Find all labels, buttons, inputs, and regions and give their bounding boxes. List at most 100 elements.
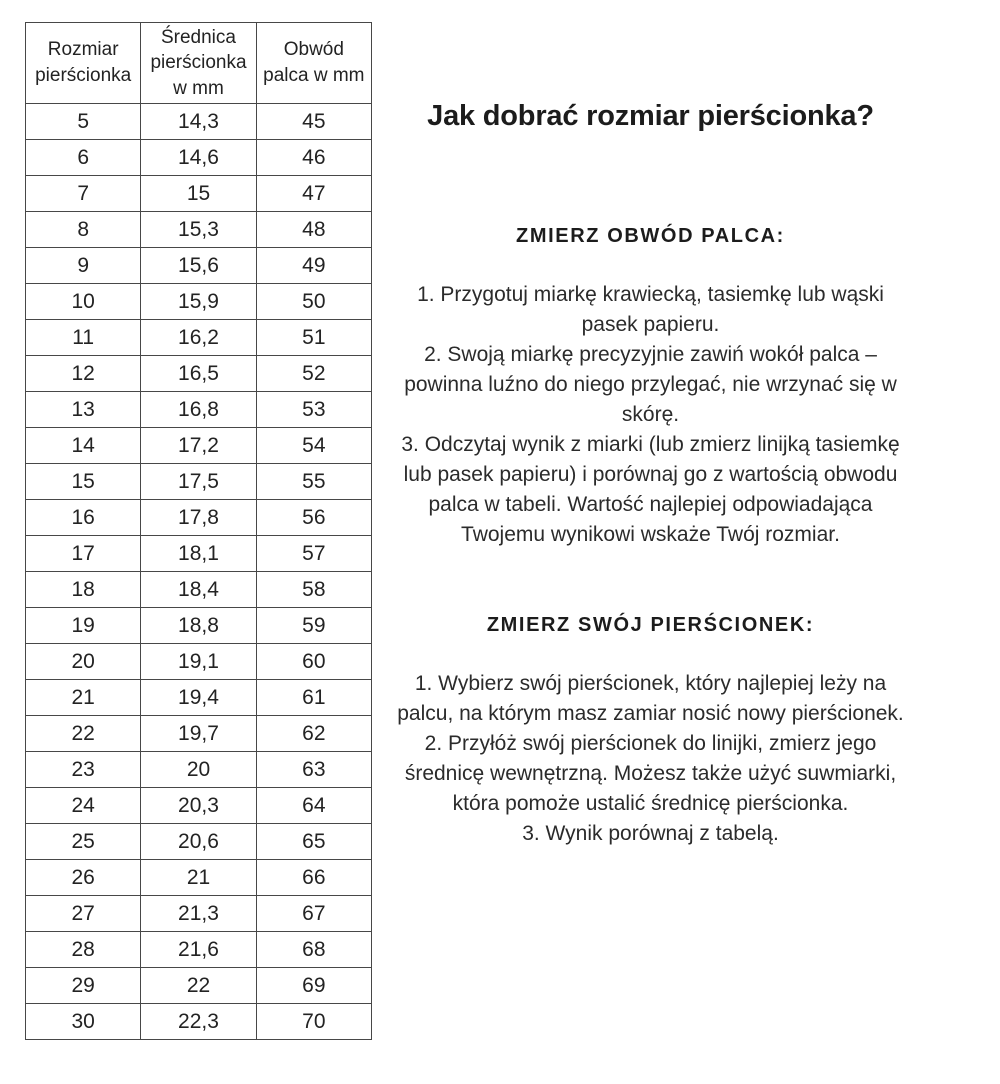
table-cell: 53 <box>255 391 373 428</box>
table-cell: 11 <box>24 319 142 356</box>
table-row: 22 19,7 62 <box>24 715 373 752</box>
table-cell: 19,1 <box>140 643 257 680</box>
table-cell: 6 <box>24 139 142 176</box>
table-cell: 14,3 <box>140 103 257 140</box>
table-cell: 20 <box>140 751 257 788</box>
table-cell: 62 <box>255 715 373 752</box>
table-cell: 14 <box>24 427 142 464</box>
instruction-ring-step-1: 1. Wybierz swój pierścionek, który najle… <box>397 672 904 725</box>
table-cell: 59 <box>255 607 373 644</box>
table-cell: 55 <box>255 463 373 500</box>
table-cell: 19,7 <box>140 715 257 752</box>
table-cell: 15,3 <box>140 211 257 248</box>
table-cell: 5 <box>24 103 142 140</box>
table-cell: 23 <box>24 751 142 788</box>
table-cell: 21,3 <box>140 895 257 932</box>
table-cell: 16 <box>24 499 142 536</box>
instruction-finger-step-3: 3. Odczytaj wynik z miarki (lub zmierz l… <box>401 433 900 546</box>
table-row: 13 16,8 53 <box>24 391 373 428</box>
table-row: 18 18,4 58 <box>24 571 373 608</box>
table-cell: 45 <box>255 103 373 140</box>
table-cell: 70 <box>255 1003 373 1040</box>
table-header: Rozmiar pierścionka Średnica pierścionka… <box>24 22 373 104</box>
table-cell: 18,1 <box>140 535 257 572</box>
table-cell: 29 <box>24 967 142 1004</box>
table-cell: 20,6 <box>140 823 257 860</box>
table-row: 11 16,2 51 <box>24 319 373 356</box>
table-cell: 65 <box>255 823 373 860</box>
table-row: 10 15,9 50 <box>24 283 373 320</box>
table-cell: 26 <box>24 859 142 896</box>
col-header-diameter: Średnica pierścionka w mm <box>140 22 257 104</box>
table-cell: 16,5 <box>140 355 257 392</box>
table-cell: 18 <box>24 571 142 608</box>
table-cell: 61 <box>255 679 373 716</box>
table-row: 28 21,6 68 <box>24 931 373 968</box>
section-heading-measure-ring: ZMIERZ SWÓJ PIERŚCIONEK: <box>486 614 815 636</box>
table-cell: 56 <box>255 499 373 536</box>
table-cell: 17 <box>24 535 142 572</box>
table-cell: 15 <box>140 175 257 212</box>
table-row: 15 17,5 55 <box>24 463 373 500</box>
section-measure-ring: ZMIERZ SWÓJ PIERŚCIONEK: 1. Wybierz swój… <box>388 614 913 849</box>
table-cell: 9 <box>24 247 142 284</box>
table-row: 26 21 66 <box>24 859 373 896</box>
table-cell: 20 <box>24 643 142 680</box>
table-cell: 7 <box>24 175 142 212</box>
table-cell: 22,3 <box>140 1003 257 1040</box>
sizing-guide: Jak dobrać rozmiar pierścionka? ZMIERZ O… <box>388 100 913 849</box>
table-cell: 18,8 <box>140 607 257 644</box>
table-cell: 48 <box>255 211 373 248</box>
table-cell: 68 <box>255 931 373 968</box>
table-cell: 67 <box>255 895 373 932</box>
table-cell: 15 <box>24 463 142 500</box>
table-cell: 50 <box>255 283 373 320</box>
table-cell: 21 <box>24 679 142 716</box>
table-cell: 30 <box>24 1003 142 1040</box>
col-header-circumference: Obwód palca w mm <box>255 22 373 104</box>
table-cell: 17,2 <box>140 427 257 464</box>
table-cell: 19,4 <box>140 679 257 716</box>
table-cell: 64 <box>255 787 373 824</box>
table-cell: 63 <box>255 751 373 788</box>
table-cell: 20,3 <box>140 787 257 824</box>
table-cell: 24 <box>24 787 142 824</box>
table-row: 20 19,1 60 <box>24 643 373 680</box>
page-title: Jak dobrać rozmiar pierścionka? <box>427 100 874 132</box>
instruction-finger-step-2: 2. Swoją miarkę precyzyjnie zawiń wokół … <box>404 343 897 426</box>
table-cell: 22 <box>24 715 142 752</box>
table-cell: 60 <box>255 643 373 680</box>
table-cell: 25 <box>24 823 142 860</box>
table-cell: 10 <box>24 283 142 320</box>
table-row: 17 18,1 57 <box>24 535 373 572</box>
table-cell: 27 <box>24 895 142 932</box>
section-measure-finger: ZMIERZ OBWÓD PALCA: 1. Przygotuj miarkę … <box>388 225 913 550</box>
table-cell: 21 <box>140 859 257 896</box>
table-row: 6 14,6 46 <box>24 139 373 176</box>
table-cell: 12 <box>24 355 142 392</box>
table-cell: 52 <box>255 355 373 392</box>
table-cell: 13 <box>24 391 142 428</box>
table-row: 9 15,6 49 <box>24 247 373 284</box>
table-cell: 47 <box>255 175 373 212</box>
table-row: 27 21,3 67 <box>24 895 373 932</box>
instruction-finger-step-1: 1. Przygotuj miarkę krawiecką, tasiemkę … <box>417 283 884 336</box>
instruction-ring-step-3: 3. Wynik porównaj z tabelą. <box>522 822 779 845</box>
table-row: 8 15,3 48 <box>24 211 373 248</box>
ring-size-table: Rozmiar pierścionka Średnica pierścionka… <box>24 22 373 1040</box>
section-heading-measure-finger: ZMIERZ OBWÓD PALCA: <box>516 225 785 247</box>
table-cell: 8 <box>24 211 142 248</box>
table-row: 7 15 47 <box>24 175 373 212</box>
col-header-ring-size: Rozmiar pierścionka <box>24 22 142 104</box>
instruction-ring-step-2: 2. Przyłóż swój pierścionek do linijki, … <box>404 732 897 815</box>
table-cell: 54 <box>255 427 373 464</box>
table-cell: 69 <box>255 967 373 1004</box>
table-row: 24 20,3 64 <box>24 787 373 824</box>
table-cell: 15,6 <box>140 247 257 284</box>
table-row: 14 17,2 54 <box>24 427 373 464</box>
table-cell: 17,5 <box>140 463 257 500</box>
table-cell: 58 <box>255 571 373 608</box>
table-cell: 18,4 <box>140 571 257 608</box>
ring-size-table-body: 5 14,3 45 6 14,6 46 7 15 47 8 15,3 48 9 15,6 49 10 15,9 5… <box>24 103 373 1040</box>
table-cell: 49 <box>255 247 373 284</box>
